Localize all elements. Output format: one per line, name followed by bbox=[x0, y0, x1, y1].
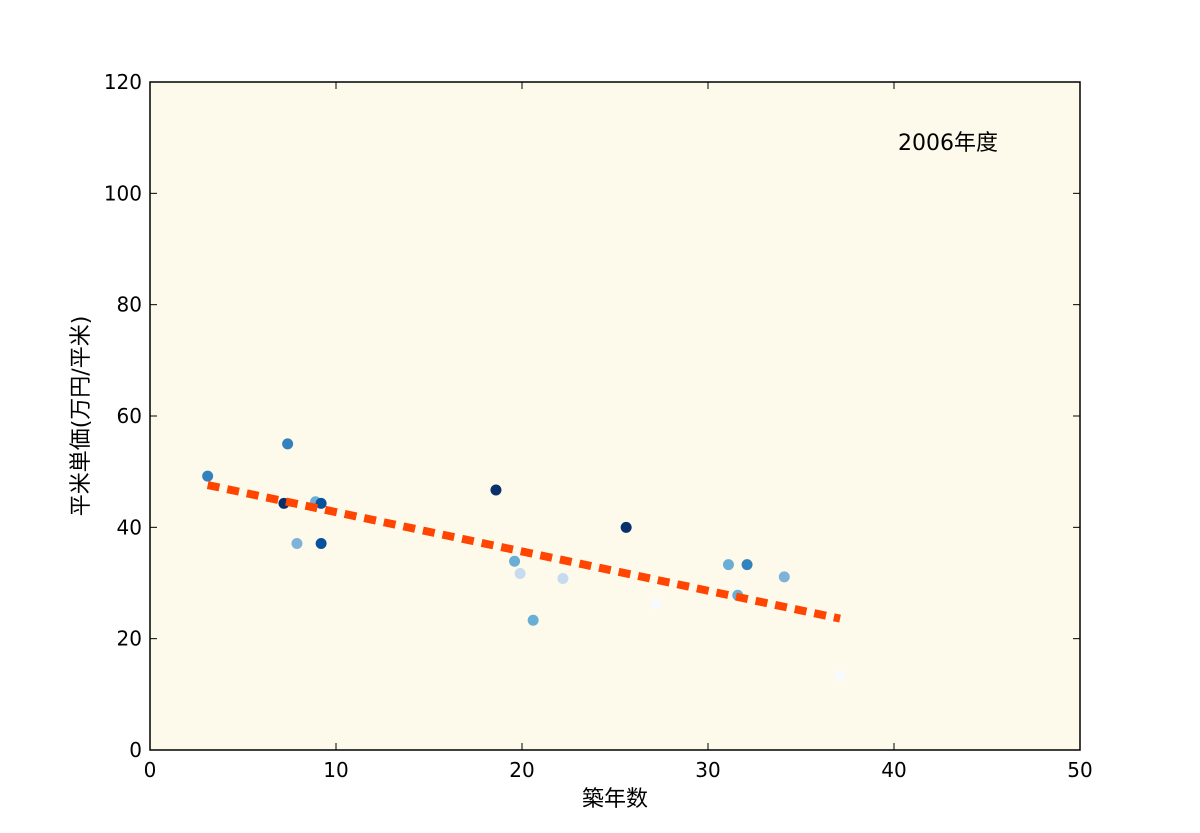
data-points bbox=[202, 438, 846, 682]
x-tick-label: 30 bbox=[695, 758, 720, 782]
x-tick-label: 10 bbox=[323, 758, 348, 782]
data-point bbox=[620, 521, 632, 533]
x-tick-label: 0 bbox=[144, 758, 157, 782]
trend-line bbox=[206, 481, 841, 623]
data-point bbox=[834, 670, 846, 682]
data-point bbox=[315, 497, 327, 509]
data-point bbox=[509, 555, 521, 567]
x-axis-title: 築年数 bbox=[582, 787, 648, 812]
data-point bbox=[291, 537, 303, 549]
data-point bbox=[202, 470, 214, 482]
data-point bbox=[514, 568, 526, 580]
data-point bbox=[722, 559, 734, 571]
y-tick-label: 40 bbox=[117, 515, 142, 539]
y-axis-title: 平米単価(万円/平米) bbox=[69, 316, 94, 517]
annotation-label: 2006年度 bbox=[898, 131, 998, 156]
y-tick-label: 120 bbox=[104, 70, 142, 94]
data-point bbox=[490, 484, 502, 496]
data-point bbox=[778, 571, 790, 583]
data-point bbox=[557, 573, 569, 585]
y-tick-label: 80 bbox=[117, 293, 142, 317]
trend-line-layer bbox=[206, 481, 841, 623]
y-tick-label: 0 bbox=[129, 738, 142, 762]
data-point bbox=[282, 438, 294, 450]
x-tick-label: 20 bbox=[509, 758, 534, 782]
x-axis-ticks: 0 10 20 30 40 50 bbox=[144, 82, 1093, 782]
data-point bbox=[650, 598, 662, 610]
y-axis-ticks: 0 20 40 60 80 100 120 bbox=[104, 70, 1080, 762]
data-point bbox=[315, 537, 327, 549]
x-tick-label: 50 bbox=[1067, 758, 1092, 782]
plot-background bbox=[150, 82, 1080, 750]
data-point bbox=[741, 559, 753, 571]
x-tick-label: 40 bbox=[881, 758, 906, 782]
y-tick-label: 100 bbox=[104, 181, 142, 205]
y-tick-label: 20 bbox=[117, 627, 142, 651]
y-tick-label: 60 bbox=[117, 404, 142, 428]
data-point bbox=[527, 614, 539, 626]
